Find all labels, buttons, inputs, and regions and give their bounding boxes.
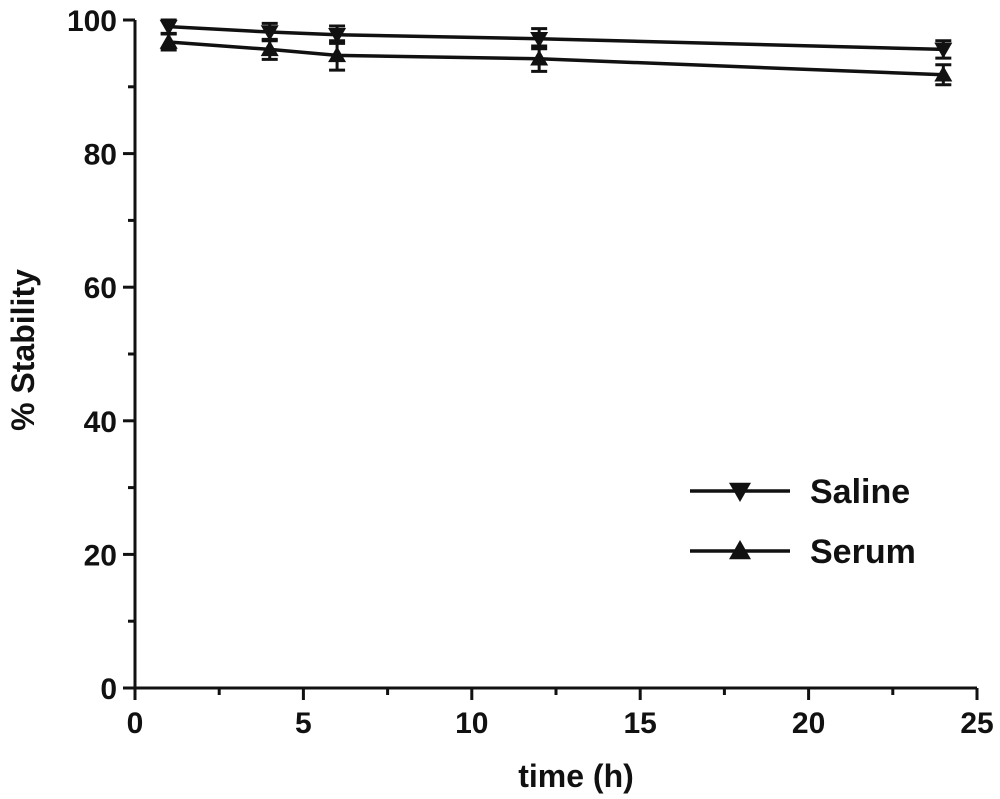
data-point-serum <box>260 40 279 57</box>
data-point-serum <box>530 49 549 66</box>
data-point-saline <box>159 19 178 36</box>
x-tick-label: 0 <box>127 707 144 740</box>
legend-item-serum: Serum <box>690 533 916 571</box>
legend-marker <box>729 540 751 560</box>
legend-label: Serum <box>810 533 916 571</box>
data-point-serum <box>328 46 347 63</box>
series-saline <box>159 18 953 60</box>
y-axis-title: % Stability <box>5 269 41 431</box>
data-point-saline <box>328 27 347 44</box>
data-point-serum <box>934 65 953 82</box>
x-tick-label: 25 <box>960 707 993 740</box>
series-serum <box>159 32 953 87</box>
data-point-serum <box>159 33 178 49</box>
legend-label: Saline <box>810 473 910 511</box>
data-point-saline <box>260 25 279 42</box>
x-tick-label: 5 <box>295 707 312 740</box>
axes <box>133 20 977 690</box>
legend: Saline Serum <box>690 473 916 571</box>
y-tick-label: 80 <box>84 139 117 172</box>
series-layer <box>159 18 953 87</box>
y-tick-label: 20 <box>84 539 117 572</box>
legend-item-saline: Saline <box>690 473 910 511</box>
data-point-saline <box>530 31 549 48</box>
y-tick-label: 60 <box>84 272 117 305</box>
y-tick-label: 0 <box>100 673 117 706</box>
data-point-saline <box>934 42 953 59</box>
ticks: 0 5 10 15 20 25 0 20 40 60 80 100 <box>67 5 994 740</box>
series-line-saline <box>168 24 944 52</box>
x-tick-label: 20 <box>792 707 825 740</box>
x-tick-label: 10 <box>455 707 488 740</box>
x-axis-title: time (h) <box>518 758 634 794</box>
y-tick-label: 40 <box>84 406 117 439</box>
x-tick-label: 15 <box>624 707 657 740</box>
y-tick-label: 100 <box>67 5 117 38</box>
legend-marker <box>729 482 751 502</box>
